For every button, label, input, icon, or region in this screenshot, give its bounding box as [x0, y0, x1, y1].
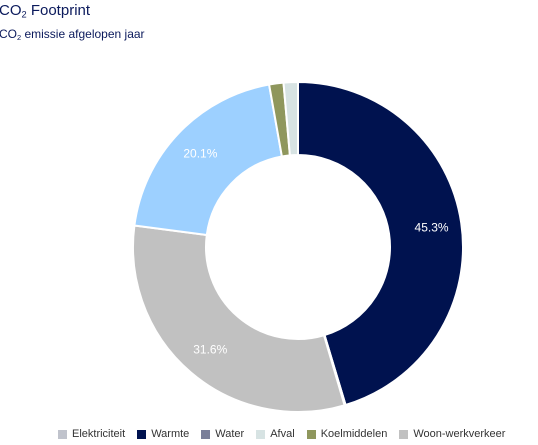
slice-woon-werkverkeer: [132, 224, 346, 413]
legend-item-koelmiddelen: Koelmiddelen: [306, 428, 388, 440]
legend-label: Warmte: [151, 428, 190, 440]
chart-title: CO2 Footprint: [0, 2, 90, 19]
legend-item-water: Water: [201, 428, 244, 440]
legend-item-afval: Afval: [256, 428, 295, 440]
chart-subtitle: CO2 emissie afgelopen jaar: [0, 27, 145, 41]
legend-item-warmte: Warmte: [137, 428, 189, 440]
legend-swatch: [306, 429, 316, 439]
subtitle-suffix: emissie afgelopen jaar: [21, 27, 145, 41]
legend-item-woon-werkverkeer: Woon-werkverkeer: [399, 428, 505, 440]
subtitle-subscript: 2: [17, 32, 22, 42]
title-suffix: Footprint: [26, 2, 91, 19]
data-label-woon-werkverkeer: 31.6%: [193, 343, 227, 357]
chart-legend: Elektriciteit Warmte Water Afval Koelmiddele…: [58, 428, 505, 440]
slice-afval: [282, 80, 299, 157]
title-subscript: 2: [21, 9, 27, 20]
donut-chart: 45.3% 31.6% 20.1%: [132, 80, 464, 413]
title-prefix: CO: [0, 2, 22, 19]
legend-label: Woon-werkverkeer: [413, 428, 506, 440]
legend-label: Afval: [270, 428, 295, 440]
data-label-elektriciteit: 20.1%: [183, 147, 217, 161]
legend-swatch: [399, 429, 409, 439]
slice-elektriciteit: [133, 83, 284, 237]
legend-swatch: [137, 429, 147, 439]
slice-warmte: [297, 80, 464, 407]
legend-swatch: [201, 429, 211, 439]
legend-swatch: [256, 429, 266, 439]
subtitle-prefix: CO: [0, 27, 17, 41]
data-label-warmte: 45.3%: [415, 220, 449, 234]
legend-label: Water: [215, 428, 245, 440]
legend-swatch: [58, 429, 67, 439]
legend-label: Koelmiddelen: [320, 428, 388, 440]
legend-label: Elektriciteit: [72, 428, 126, 440]
legend-item-elektriciteit: Elektriciteit: [58, 428, 125, 440]
